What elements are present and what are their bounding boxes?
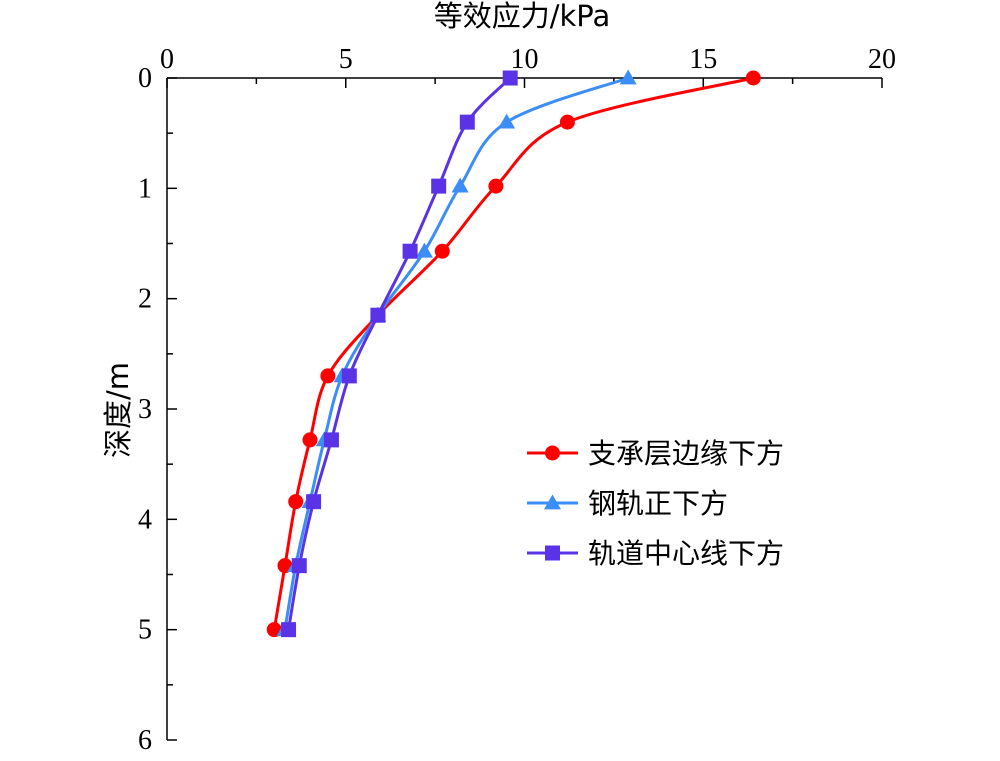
data-point <box>291 558 307 574</box>
series-group <box>266 69 761 638</box>
data-point <box>434 243 450 259</box>
x-tick-label: 0 <box>160 44 174 75</box>
legend-label: 轨道中心线下方 <box>588 537 784 570</box>
data-point <box>415 242 433 258</box>
data-point <box>502 70 518 86</box>
data-point <box>306 494 322 510</box>
legend-item: 轨道中心线下方 <box>527 537 784 570</box>
data-point <box>451 177 469 193</box>
y-tick-label: 4 <box>138 504 152 535</box>
axes <box>166 77 882 740</box>
y-tick-label: 5 <box>138 615 152 646</box>
legend-marker <box>545 545 560 561</box>
data-point <box>498 113 516 129</box>
y-axis-title: 深度/m <box>101 362 135 458</box>
legend-label: 支承层边缘下方 <box>588 437 784 470</box>
data-point <box>323 432 339 448</box>
legend-item: 支承层边缘下方 <box>527 437 784 470</box>
series-2 <box>276 69 637 637</box>
series-line <box>283 76 629 630</box>
data-point <box>370 307 386 323</box>
data-point <box>302 432 318 448</box>
data-point <box>281 622 297 638</box>
y-tick-label: 2 <box>138 284 152 315</box>
data-point <box>288 494 304 510</box>
x-tick-label: 20 <box>868 44 896 75</box>
legend-label: 钢轨正下方 <box>588 487 728 520</box>
legend-marker <box>544 494 561 510</box>
y-tick-label: 3 <box>138 394 152 425</box>
data-point <box>459 114 475 130</box>
data-point <box>431 178 447 194</box>
data-point <box>320 368 336 384</box>
x-axis-title: 等效应力/kPa <box>434 0 611 33</box>
x-tick-label: 10 <box>511 44 539 75</box>
y-tick-label: 0 <box>138 63 152 94</box>
data-point <box>559 114 575 130</box>
data-point <box>745 70 761 86</box>
data-point <box>488 178 504 194</box>
series-3 <box>281 70 518 638</box>
data-point <box>341 368 357 384</box>
legend-marker <box>545 445 560 461</box>
legend-item: 钢轨正下方 <box>527 487 728 520</box>
ticks: 0 5 10 15 20 0 1 2 3 4 5 6 <box>138 44 896 756</box>
y-tick-label: 6 <box>138 725 152 756</box>
data-point <box>402 243 418 259</box>
data-point <box>619 69 637 85</box>
x-tick-label: 15 <box>689 44 717 75</box>
x-tick-label: 5 <box>339 44 353 75</box>
series-line <box>287 76 512 630</box>
y-tick-label: 1 <box>138 173 152 204</box>
